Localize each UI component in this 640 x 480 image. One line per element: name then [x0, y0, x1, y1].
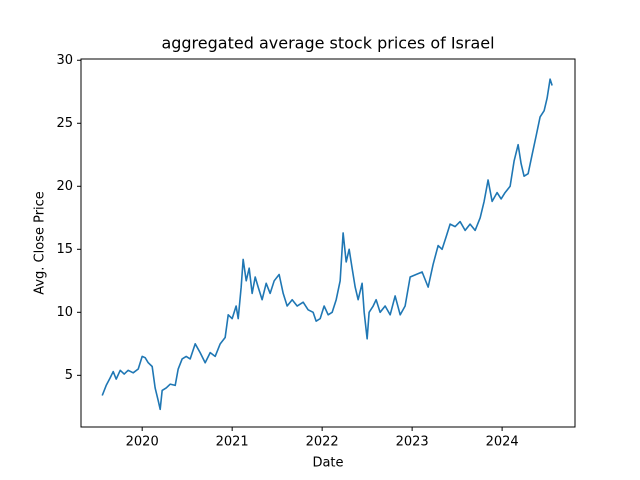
x-tick-label: 2020	[126, 435, 159, 450]
x-tick-label: 2023	[396, 435, 429, 450]
y-tick-label: 5	[65, 368, 73, 383]
chart-title: aggregated average stock prices of Israe…	[161, 34, 494, 53]
y-tick-label: 10	[56, 305, 73, 320]
data-line	[101, 78, 553, 411]
y-tick-label: 20	[56, 179, 73, 194]
y-axis-label: Avg. Close Price	[33, 191, 48, 295]
x-tick-label: 2024	[486, 435, 519, 450]
y-tick-label: 25	[56, 116, 73, 131]
x-tick-label: 2021	[216, 435, 249, 450]
x-tick-label: 2022	[306, 435, 339, 450]
y-tick-label: 15	[56, 242, 73, 257]
plot-frame	[80, 58, 576, 428]
y-tick-label: 30	[56, 53, 73, 68]
x-axis-label: Date	[312, 456, 343, 471]
